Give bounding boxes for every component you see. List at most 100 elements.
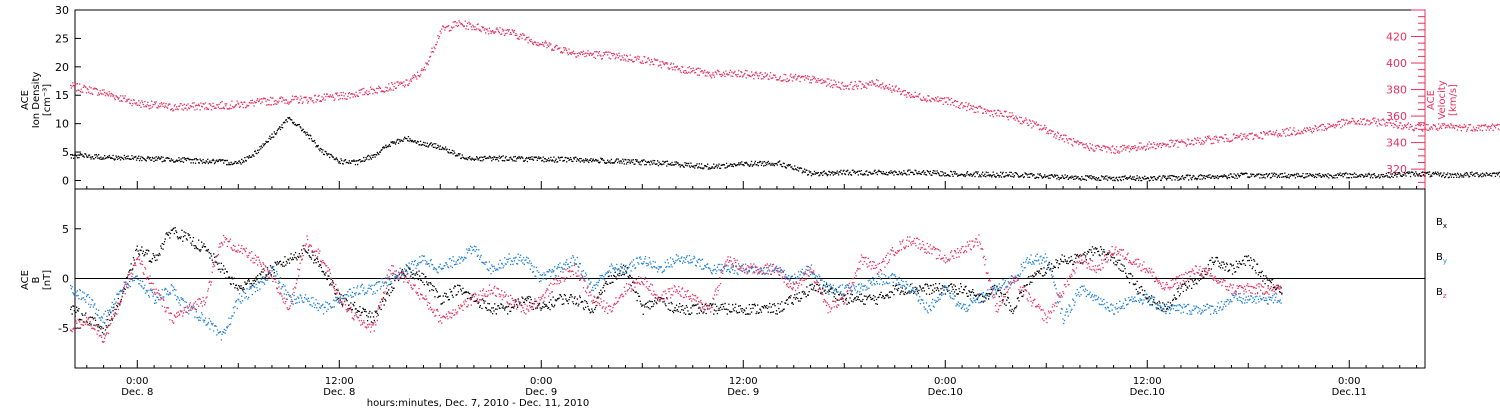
density-series-point [293,121,295,124]
velocity-series-point [425,62,427,64]
density-series-point [128,158,130,160]
density-series-point [845,170,847,173]
density-series-point [928,173,931,175]
velocity-series-point [247,105,249,107]
density-series-point [712,167,714,169]
density-series-point [527,157,529,159]
velocity-series-point [82,86,85,88]
density-series-point [857,174,859,176]
velocity-series-point [1438,123,1440,125]
density-series-point [1218,176,1220,178]
density-series-point [990,175,992,177]
density-series-point [678,164,680,166]
velocity-series-point [372,88,375,91]
density-series-point [338,162,340,164]
velocity-series-point [207,108,210,111]
density-series-point [950,170,952,172]
density-series-point [286,121,288,123]
density-series-point [564,156,566,159]
velocity-series-point [196,108,198,110]
density-series-point [290,119,292,121]
velocity-series-point [1221,136,1223,138]
density-series-point [288,117,290,119]
Bx-series-point [139,249,141,251]
velocity-series-point [211,105,213,108]
density-series-point [269,135,271,137]
density-series-point [923,173,925,175]
velocity-series-point [1211,142,1213,145]
density-series-point [1160,179,1162,181]
density-series-point [1298,175,1300,177]
velocity-series-point [1408,128,1410,130]
velocity-series-point [413,77,415,79]
velocity-series-point [409,80,411,82]
velocity-series-point [188,107,190,109]
velocity-series-point [873,83,875,86]
velocity-series-point [145,106,147,108]
density-series-point [789,164,791,166]
velocity-series-point [571,51,573,53]
Bx-series-point [127,274,129,276]
velocity-series-point [824,80,826,82]
density-series-point [1477,174,1479,176]
density-series-point [1289,175,1291,177]
velocity-series-point [278,100,280,102]
velocity-series-point [81,91,83,93]
velocity-series-point [162,105,164,107]
velocity-series-point [1166,144,1168,146]
density-series-point [769,162,771,164]
Bx-series-point [169,232,172,235]
density-series-point [447,152,450,154]
density-series-point [1421,171,1423,174]
density-series-point [152,157,154,160]
velocity-series-point [442,25,444,27]
density-series-point [1297,173,1300,175]
velocity-series-point [332,94,334,96]
velocity-series-point [979,105,981,107]
density-series-point [218,159,220,161]
velocity-series-point [649,64,651,66]
Bx-series-point [98,326,100,329]
velocity-series-point [345,98,347,100]
velocity-series-point [1488,129,1490,131]
velocity-series-point [1480,125,1482,128]
velocity-series-point [1014,119,1016,121]
density-series-point [1381,176,1384,178]
velocity-series-point [689,72,691,74]
velocity-series-point [868,84,870,86]
velocity-series-point [588,53,590,55]
velocity-series-point [882,82,884,84]
density-series-point [363,156,365,159]
density-series-point [575,156,577,158]
velocity-series-point [1317,126,1319,128]
velocity-series-point [522,33,524,35]
velocity-series-point [713,76,716,78]
velocity-series-point [251,99,253,101]
density-series-point [498,155,500,157]
density-series-point [547,160,549,162]
density-series-point [1467,174,1469,176]
velocity-series-point [925,101,928,103]
density-series-point [1074,178,1076,180]
velocity-series-point [667,67,669,69]
density-series-point [151,156,154,159]
density-series-point [445,149,447,151]
velocity-series-point [606,51,608,53]
velocity-series-point [724,75,726,78]
velocity-series-point [644,56,646,58]
velocity-series-point [344,93,347,95]
density-series-point [841,173,843,175]
density-series-point [1022,173,1024,176]
velocity-series-point [760,78,763,80]
velocity-series-point [827,84,829,86]
density-series-point [257,151,260,154]
density-series-point [1402,173,1404,176]
velocity-series-point [580,51,582,53]
density-series-point [347,162,349,164]
density-series-point [839,171,841,173]
velocity-series-point [698,74,700,76]
velocity-series-point [1097,144,1099,147]
Bx-series-point [201,241,203,243]
velocity-series-point [1200,142,1203,144]
density-series-point [1370,175,1372,177]
